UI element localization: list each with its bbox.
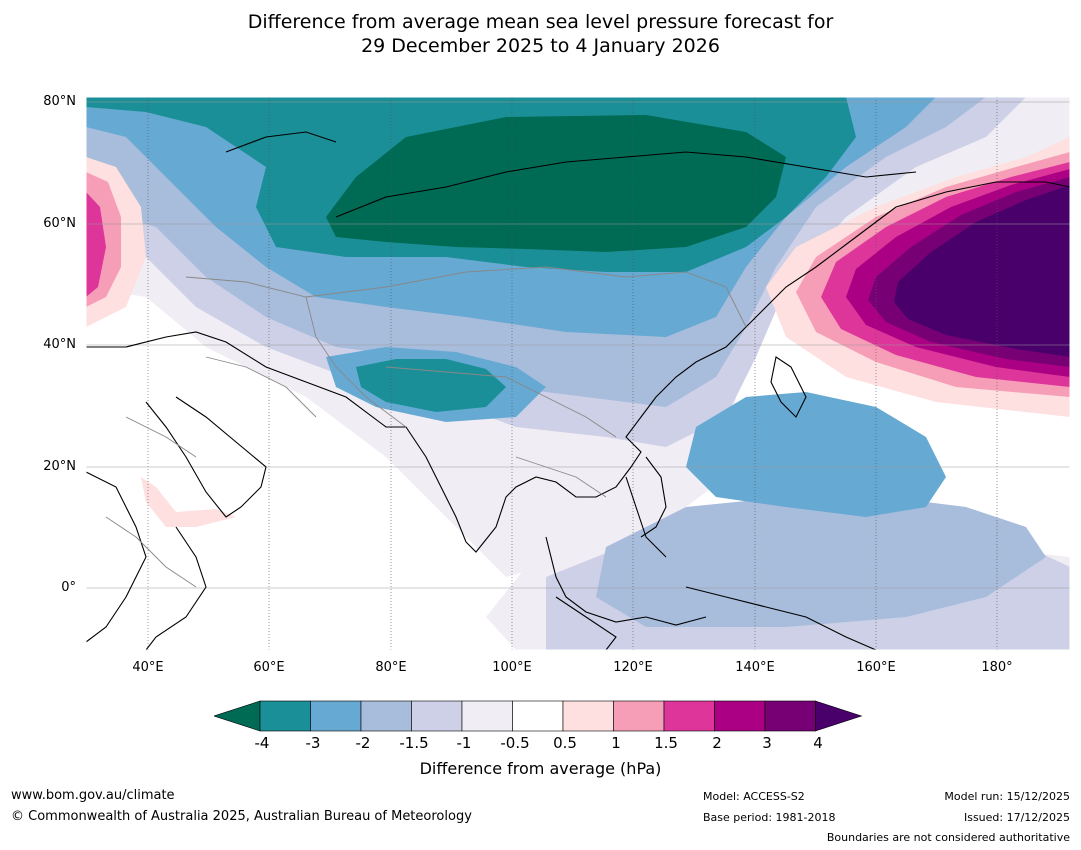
- lon-label-60e: 60°E: [253, 660, 285, 675]
- colorbar-segment: [613, 700, 665, 732]
- anomaly-region: [326, 115, 786, 252]
- colorbar-tick: 4: [813, 734, 823, 752]
- copyright-text: © Commonwealth of Australia 2025, Austra…: [11, 809, 472, 824]
- website-link[interactable]: www.bom.gov.au/climate: [11, 788, 175, 803]
- colorbar-segment: [360, 700, 412, 732]
- colorbar-segment: [714, 700, 766, 732]
- lon-label-180: 180°: [981, 660, 1013, 675]
- model-run-text: Model run: 15/12/2025: [944, 790, 1070, 803]
- colorbar-segment: [259, 700, 311, 732]
- lat-label-80n: 80°N: [43, 94, 76, 109]
- colorbar-segment: [512, 700, 564, 732]
- anomaly-region: [596, 497, 1046, 627]
- colorbar-tick: 1: [611, 734, 621, 752]
- colorbar-tick: -2: [355, 734, 371, 752]
- colorbar-tick: 0.5: [553, 734, 577, 752]
- colorbar-tick: -3: [305, 734, 321, 752]
- map-title-line2: 29 December 2025 to 4 January 2026: [361, 35, 720, 57]
- lat-label-40n: 40°N: [43, 337, 76, 352]
- disclaimer-text: Boundaries are not considered authoritat…: [826, 831, 1070, 844]
- colorbar-tick: 2: [712, 734, 722, 752]
- colorbar-segment: [461, 700, 513, 732]
- graticule: [147, 97, 998, 650]
- anomaly-region: [356, 359, 506, 412]
- colorbar-tick: -4: [254, 734, 270, 752]
- colorbar-tick: -1: [456, 734, 472, 752]
- lon-label-140e: 140°E: [735, 660, 775, 675]
- lat-label-0: 0°: [61, 580, 76, 595]
- colorbar-segment: [411, 700, 463, 732]
- anomaly-region: [141, 477, 236, 527]
- lon-label-160e: 160°E: [856, 660, 896, 675]
- colorbar-extend-low: [214, 700, 261, 732]
- colorbar: [214, 700, 863, 732]
- colorbar-segment: [310, 700, 362, 732]
- colorbar-tick: 1.5: [654, 734, 678, 752]
- colorbar-label: Difference from average (hPa): [419, 759, 662, 778]
- lon-label-40e: 40°E: [132, 660, 164, 675]
- colorbar-segment: [764, 700, 816, 732]
- anomaly-region: [894, 185, 1070, 357]
- lat-label-20n: 20°N: [43, 459, 76, 474]
- country-borders: [105, 266, 747, 588]
- colorbar-tick: 3: [762, 734, 772, 752]
- lat-label-60n: 60°N: [43, 216, 76, 231]
- anomaly-region: [686, 392, 946, 517]
- colorbar-segment: [663, 700, 715, 732]
- model-text: Model: ACCESS-S2: [703, 790, 805, 803]
- lon-label-100e: 100°E: [492, 660, 532, 675]
- pressure-anomaly-map: [86, 97, 1070, 650]
- base-period-text: Base period: 1981-2018: [703, 811, 836, 824]
- latitude-lines: [86, 101, 1070, 589]
- colorbar-tick: -1.5: [399, 734, 429, 752]
- anomaly-region: [86, 192, 106, 297]
- colorbar-extend-high: [815, 700, 863, 732]
- issued-text: Issued: 17/12/2025: [963, 811, 1070, 824]
- coastlines: [86, 131, 1070, 650]
- colorbar-segment: [562, 700, 614, 732]
- map-title-line1: Difference from average mean sea level p…: [247, 11, 834, 33]
- lon-label-80e: 80°E: [375, 660, 407, 675]
- lon-label-120e: 120°E: [613, 660, 653, 675]
- colorbar-tick: -0.5: [500, 734, 530, 752]
